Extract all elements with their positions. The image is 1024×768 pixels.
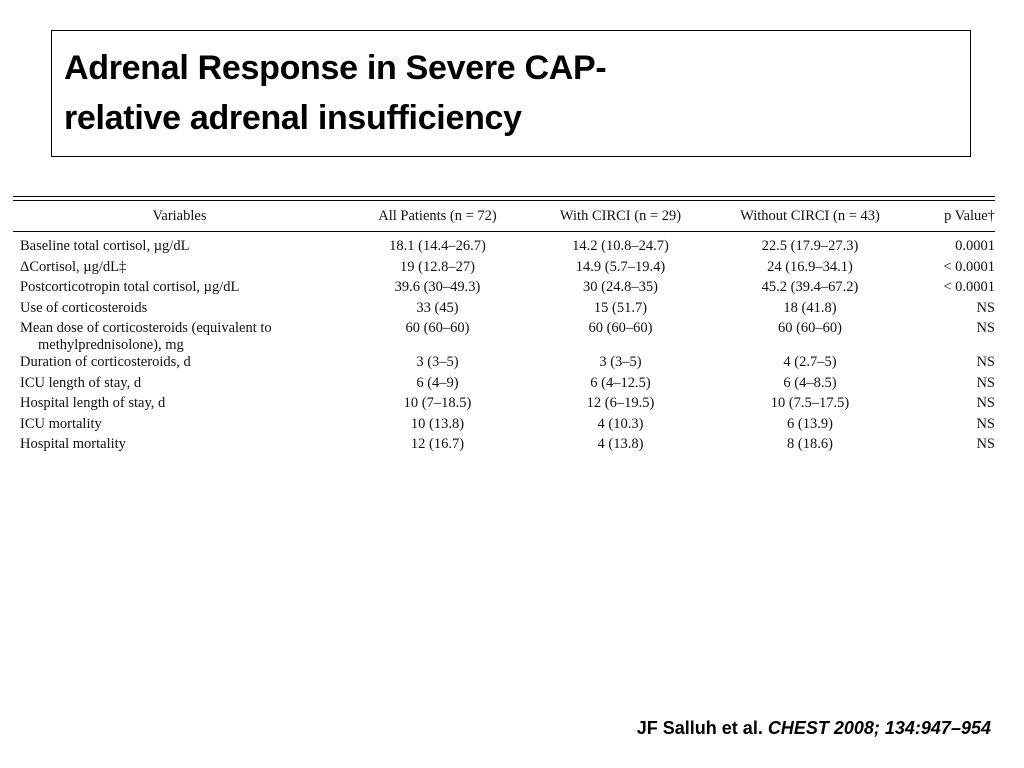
table-row: ICU mortality 10 (13.8) 4 (10.3) 6 (13.9…: [13, 416, 995, 437]
row-variable: ΔCortisol, µg/dL‡: [20, 258, 127, 275]
header-with-circi: With CIRCI (n = 29): [529, 201, 712, 232]
row-with-circi: 3 (3–5): [599, 354, 642, 370]
row-all-patients: 39.6 (30–49.3): [394, 279, 481, 295]
row-p-value: NS: [976, 436, 995, 452]
row-with-circi: 4 (10.3): [597, 415, 644, 432]
row-all-patients: 60 (60–60): [405, 320, 470, 336]
slide-title-line-2: relative adrenal insufficiency: [64, 99, 522, 137]
header-all-patients: All Patients (n = 72): [346, 201, 529, 232]
row-variable: Baseline total cortisol, µg/dL: [20, 238, 190, 254]
row-variable: ICU mortality: [20, 415, 102, 432]
row-p-value: NS: [976, 354, 995, 370]
row-with-circi: 60 (60–60): [588, 320, 653, 336]
results-table-container: Variables All Patients (n = 72) With CIR…: [13, 196, 995, 457]
row-with-circi: 30 (24.8–35): [583, 279, 658, 295]
row-without-circi: 4 (2.7–5): [783, 354, 837, 370]
table-row: ΔCortisol, µg/dL‡ 19 (12.8–27) 14.9 (5.7…: [13, 259, 995, 280]
table-row: Postcorticotropin total cortisol, µg/dL …: [13, 279, 995, 300]
row-p-value: NS: [976, 415, 995, 432]
row-without-circi: 6 (13.9): [787, 415, 833, 432]
row-with-circi: 4 (13.8): [597, 436, 644, 452]
row-variable: Postcorticotropin total cortisol, µg/dL: [20, 279, 240, 295]
citation-journal: CHEST 2008; 134:947–954: [767, 718, 991, 738]
row-without-circi: 45.2 (39.4–67.2): [761, 279, 859, 295]
row-all-patients: 10 (7–18.5): [403, 395, 472, 411]
table-row: Duration of corticosteroids, d 3 (3–5) 3…: [13, 354, 995, 375]
row-without-circi: 8 (18.6): [787, 436, 833, 452]
slide-title-box: Adrenal Response in Severe CAP- relative…: [51, 30, 971, 157]
row-p-value: 0.0001: [955, 238, 995, 254]
row-with-circi: 12 (6–19.5): [586, 395, 655, 411]
row-variable: Duration of corticosteroids, d: [20, 354, 191, 370]
table-top-rule: [13, 196, 995, 197]
table-row: Baseline total cortisol, µg/dL 18.1 (14.…: [13, 232, 995, 259]
row-without-circi: 10 (7.5–17.5): [770, 395, 850, 411]
row-variable: Use of corticosteroids: [20, 299, 148, 316]
row-all-patients: 3 (3–5): [416, 354, 459, 370]
row-p-value: NS: [976, 320, 995, 336]
citation-authors: JF Salluh et al.: [636, 718, 763, 738]
row-without-circi: 22.5 (17.9–27.3): [761, 238, 859, 254]
table-row: Use of corticosteroids 33 (45) 15 (51.7)…: [13, 300, 995, 321]
table-row: ICU length of stay, d 6 (4–9) 6 (4–12.5)…: [13, 375, 995, 396]
row-all-patients: 19 (12.8–27): [400, 258, 475, 275]
row-all-patients: 6 (4–9): [416, 374, 459, 391]
row-all-patients: 10 (13.8): [410, 415, 465, 432]
table-header-row: Variables All Patients (n = 72) With CIR…: [13, 201, 995, 232]
slide-title-line-1: Adrenal Response in Severe CAP-: [64, 49, 607, 87]
header-variables: Variables: [13, 201, 346, 232]
row-without-circi: 18 (41.8): [783, 299, 837, 316]
table-row: Hospital mortality 12 (16.7) 4 (13.8) 8 …: [13, 436, 995, 457]
row-p-value: < 0.0001: [943, 258, 995, 275]
row-p-value: NS: [976, 374, 995, 391]
header-without-circi: Without CIRCI (n = 43): [712, 201, 908, 232]
row-p-value: < 0.0001: [943, 279, 995, 295]
citation: JF Salluh et al. CHEST 2008; 134:947–954: [637, 718, 991, 739]
row-all-patients: 18.1 (14.4–26.7): [389, 238, 486, 254]
row-variable: Hospital mortality: [20, 436, 126, 452]
row-p-value: NS: [976, 299, 995, 316]
row-with-circi: 14.9 (5.7–19.4): [575, 258, 666, 275]
row-variable-line-2: methylprednisolone), mg: [38, 337, 184, 353]
row-without-circi: 24 (16.9–34.1): [767, 258, 853, 275]
header-p-value: p Value†: [908, 201, 995, 232]
row-p-value: NS: [976, 395, 995, 411]
table-row: Hospital length of stay, d 10 (7–18.5) 1…: [13, 395, 995, 416]
row-all-patients: 12 (16.7): [410, 436, 465, 452]
row-variable: Hospital length of stay, d: [20, 395, 166, 411]
row-with-circi: 15 (51.7): [593, 299, 648, 316]
row-variable-line-1: Mean dose of corticosteroids (equivalent…: [20, 320, 272, 336]
table-row: Mean dose of corticosteroids (equivalent…: [13, 320, 995, 354]
table-top-rule-second: [13, 200, 995, 201]
row-variable: Mean dose of corticosteroids (equivalent…: [13, 320, 346, 354]
row-variable: ICU length of stay, d: [20, 374, 142, 391]
row-without-circi: 6 (4–8.5): [783, 374, 837, 391]
results-table: Variables All Patients (n = 72) With CIR…: [13, 201, 995, 457]
row-all-patients: 33 (45): [416, 299, 459, 316]
row-without-circi: 60 (60–60): [777, 320, 843, 336]
row-with-circi: 14.2 (10.8–24.7): [572, 238, 669, 254]
row-with-circi: 6 (4–12.5): [590, 374, 651, 391]
